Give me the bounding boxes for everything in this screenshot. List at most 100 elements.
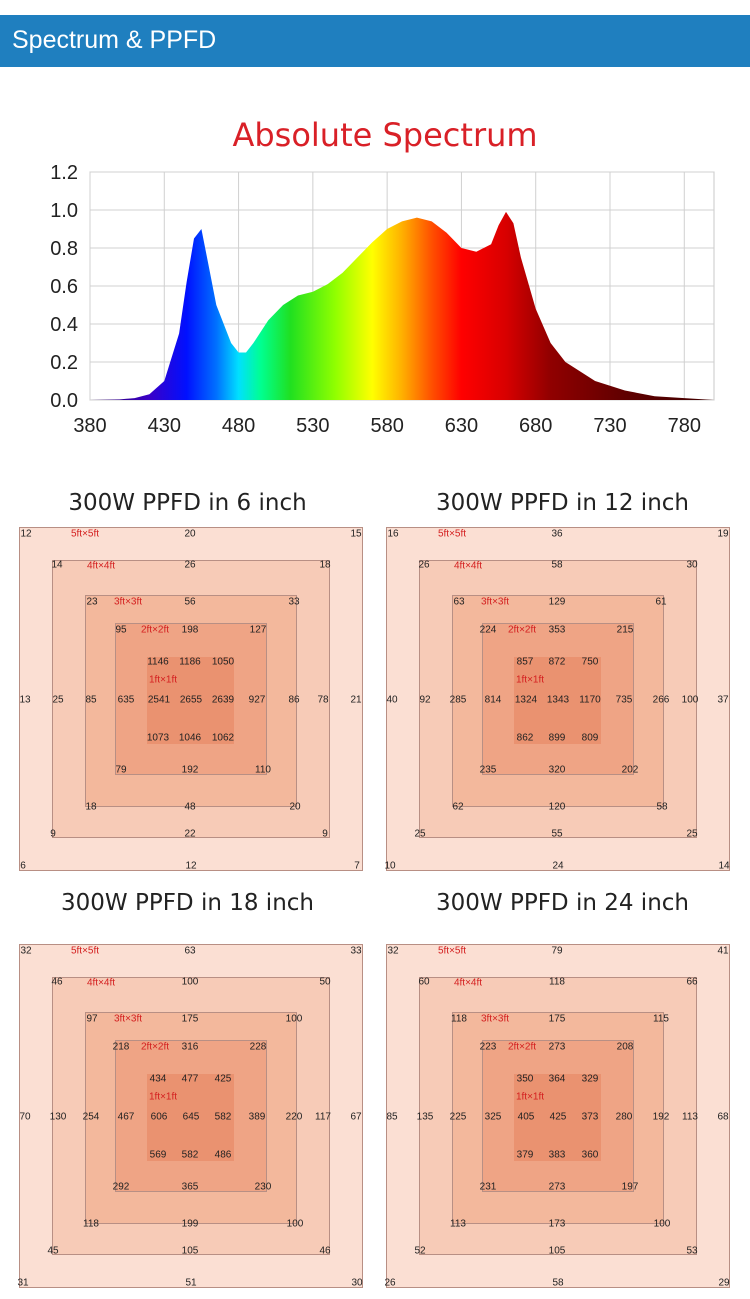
ppfd-value: 197 [621, 1181, 639, 1193]
ppfd-value: 365 [181, 1181, 199, 1193]
ppfd-value: 223 [479, 1041, 497, 1053]
ppfd-value: 235 [479, 764, 497, 776]
ppfd-value: 24 [552, 860, 564, 872]
ppfd-value: 48 [184, 801, 196, 813]
ppfd-value: 26 [184, 559, 196, 571]
zone-label: 3ft×3ft [480, 596, 510, 608]
ppfd-value: 78 [317, 694, 329, 706]
ppfd-value: 60 [418, 976, 430, 988]
zone-label: 3ft×3ft [113, 1013, 143, 1025]
zone-label: 1ft×1ft [148, 674, 178, 686]
ppfd-value: 192 [181, 764, 199, 776]
ppfd-value: 79 [115, 764, 127, 776]
ppfd-value: 85 [386, 1111, 398, 1123]
ppfd-value: 434 [149, 1073, 167, 1085]
zone-1ft [147, 657, 234, 744]
ppfd-value: 127 [249, 624, 267, 636]
zone-label: 2ft×2ft [140, 624, 170, 636]
ppfd-value: 33 [288, 596, 300, 608]
ppfd-value: 389 [248, 1111, 266, 1123]
ppfd-value: 37 [717, 694, 729, 706]
ppfd-value: 1324 [514, 694, 538, 706]
ppfd-value: 36 [551, 528, 563, 540]
ppfd-value: 199 [181, 1218, 199, 1230]
ppfd-title: 300W PPFD in 24 inch [436, 890, 689, 916]
ppfd-value: 30 [351, 1277, 363, 1289]
ppfd-value: 12 [20, 528, 32, 540]
zone-1ft [514, 657, 601, 744]
ppfd-value: 383 [548, 1149, 566, 1161]
x-tick-label: 530 [296, 415, 329, 437]
spectrum-chart: Absolute Spectrum 380 430 480 530 580 630 680 73… [50, 116, 715, 437]
ppfd-value: 872 [548, 656, 566, 668]
ppfd-value: 95 [115, 624, 127, 636]
ppfd-value: 635 [117, 694, 135, 706]
ppfd-value: 927 [248, 694, 266, 706]
ppfd-value: 467 [117, 1111, 135, 1123]
ppfd-value: 50 [319, 976, 331, 988]
ppfd-value: 30 [686, 559, 698, 571]
ppfd-value: 175 [181, 1013, 199, 1025]
ppfd-value: 14 [718, 860, 730, 872]
ppfd-value: 175 [548, 1013, 566, 1025]
ppfd-title: 300W PPFD in 6 inch [68, 490, 307, 516]
ppfd-value: 15 [350, 528, 362, 540]
zone-1ft [147, 1074, 234, 1161]
ppfd-value: 25 [52, 694, 64, 706]
ppfd-value: 862 [516, 732, 534, 744]
ppfd-value: 173 [548, 1218, 566, 1230]
ppfd-value: 115 [653, 1013, 669, 1025]
x-tick-label: 480 [222, 415, 255, 437]
ppfd-value: 26 [384, 1277, 396, 1289]
zone-label: 5ft×5ft [70, 945, 100, 957]
ppfd-value: 285 [449, 694, 467, 706]
ppfd-value: 113 [682, 1111, 698, 1123]
ppfd-value: 254 [82, 1111, 100, 1123]
ppfd-value: 79 [551, 945, 563, 957]
ppfd-value: 1146 [147, 656, 169, 668]
ppfd-value: 129 [548, 596, 566, 608]
ppfd-title: 300W PPFD in 12 inch [436, 490, 689, 516]
ppfd-value: 105 [548, 1245, 566, 1257]
ppfd-value: 9 [322, 828, 328, 840]
ppfd-value: 7 [354, 860, 360, 872]
ppfd-value: 486 [214, 1149, 232, 1161]
x-tick-label: 630 [445, 415, 478, 437]
ppfd-value: 228 [249, 1041, 267, 1053]
ppfd-value: 46 [319, 1245, 331, 1257]
ppfd-value: 1186 [179, 656, 201, 668]
ppfd-value: 353 [548, 624, 566, 636]
ppfd-value: 63 [184, 945, 196, 957]
y-tick-label: 0.4 [50, 314, 78, 336]
x-tick-label: 380 [73, 415, 106, 437]
ppfd-value: 218 [112, 1041, 130, 1053]
ppfd-value: 10 [384, 860, 396, 872]
zone-label: 5ft×5ft [437, 528, 467, 540]
ppfd-value: 22 [184, 828, 196, 840]
ppfd-value: 6 [20, 860, 26, 872]
ppfd-grid: 5ft×5ft 4ft×4ft 3ft×3ft 2ft×2ft 1ft×1ft 32 79 4… [384, 944, 730, 1289]
ppfd-value: 809 [581, 732, 599, 744]
ppfd-value: 208 [616, 1041, 634, 1053]
ppfd-value: 192 [652, 1111, 670, 1123]
ppfd-value: 20 [289, 801, 301, 813]
ppfd-value: 46 [51, 976, 63, 988]
zone-label: 2ft×2ft [507, 1041, 537, 1053]
ppfd-value: 645 [182, 1111, 200, 1123]
ppfd-value: 25 [414, 828, 426, 840]
ppfd-value: 425 [549, 1111, 567, 1123]
ppfd-value: 582 [214, 1111, 232, 1123]
ppfd-value: 100 [286, 1218, 304, 1230]
ppfd-value: 118 [549, 976, 565, 988]
ppfd-title: 300W PPFD in 18 inch [61, 890, 314, 916]
ppfd-value: 477 [181, 1073, 199, 1085]
ppfd-value: 41 [717, 945, 729, 957]
ppfd-value: 100 [181, 976, 199, 988]
ppfd-value: 14 [51, 559, 63, 571]
ppfd-grid: 5ft×5ft 4ft×4ft 3ft×3ft 2ft×2ft 1ft×1ft 32 63 3… [17, 944, 363, 1289]
zone-label: 4ft×4ft [86, 560, 116, 572]
ppfd-value: 135 [416, 1111, 434, 1123]
ppfd-value: 405 [517, 1111, 535, 1123]
spectrum-area [90, 211, 714, 400]
x-tick-label: 730 [593, 415, 626, 437]
